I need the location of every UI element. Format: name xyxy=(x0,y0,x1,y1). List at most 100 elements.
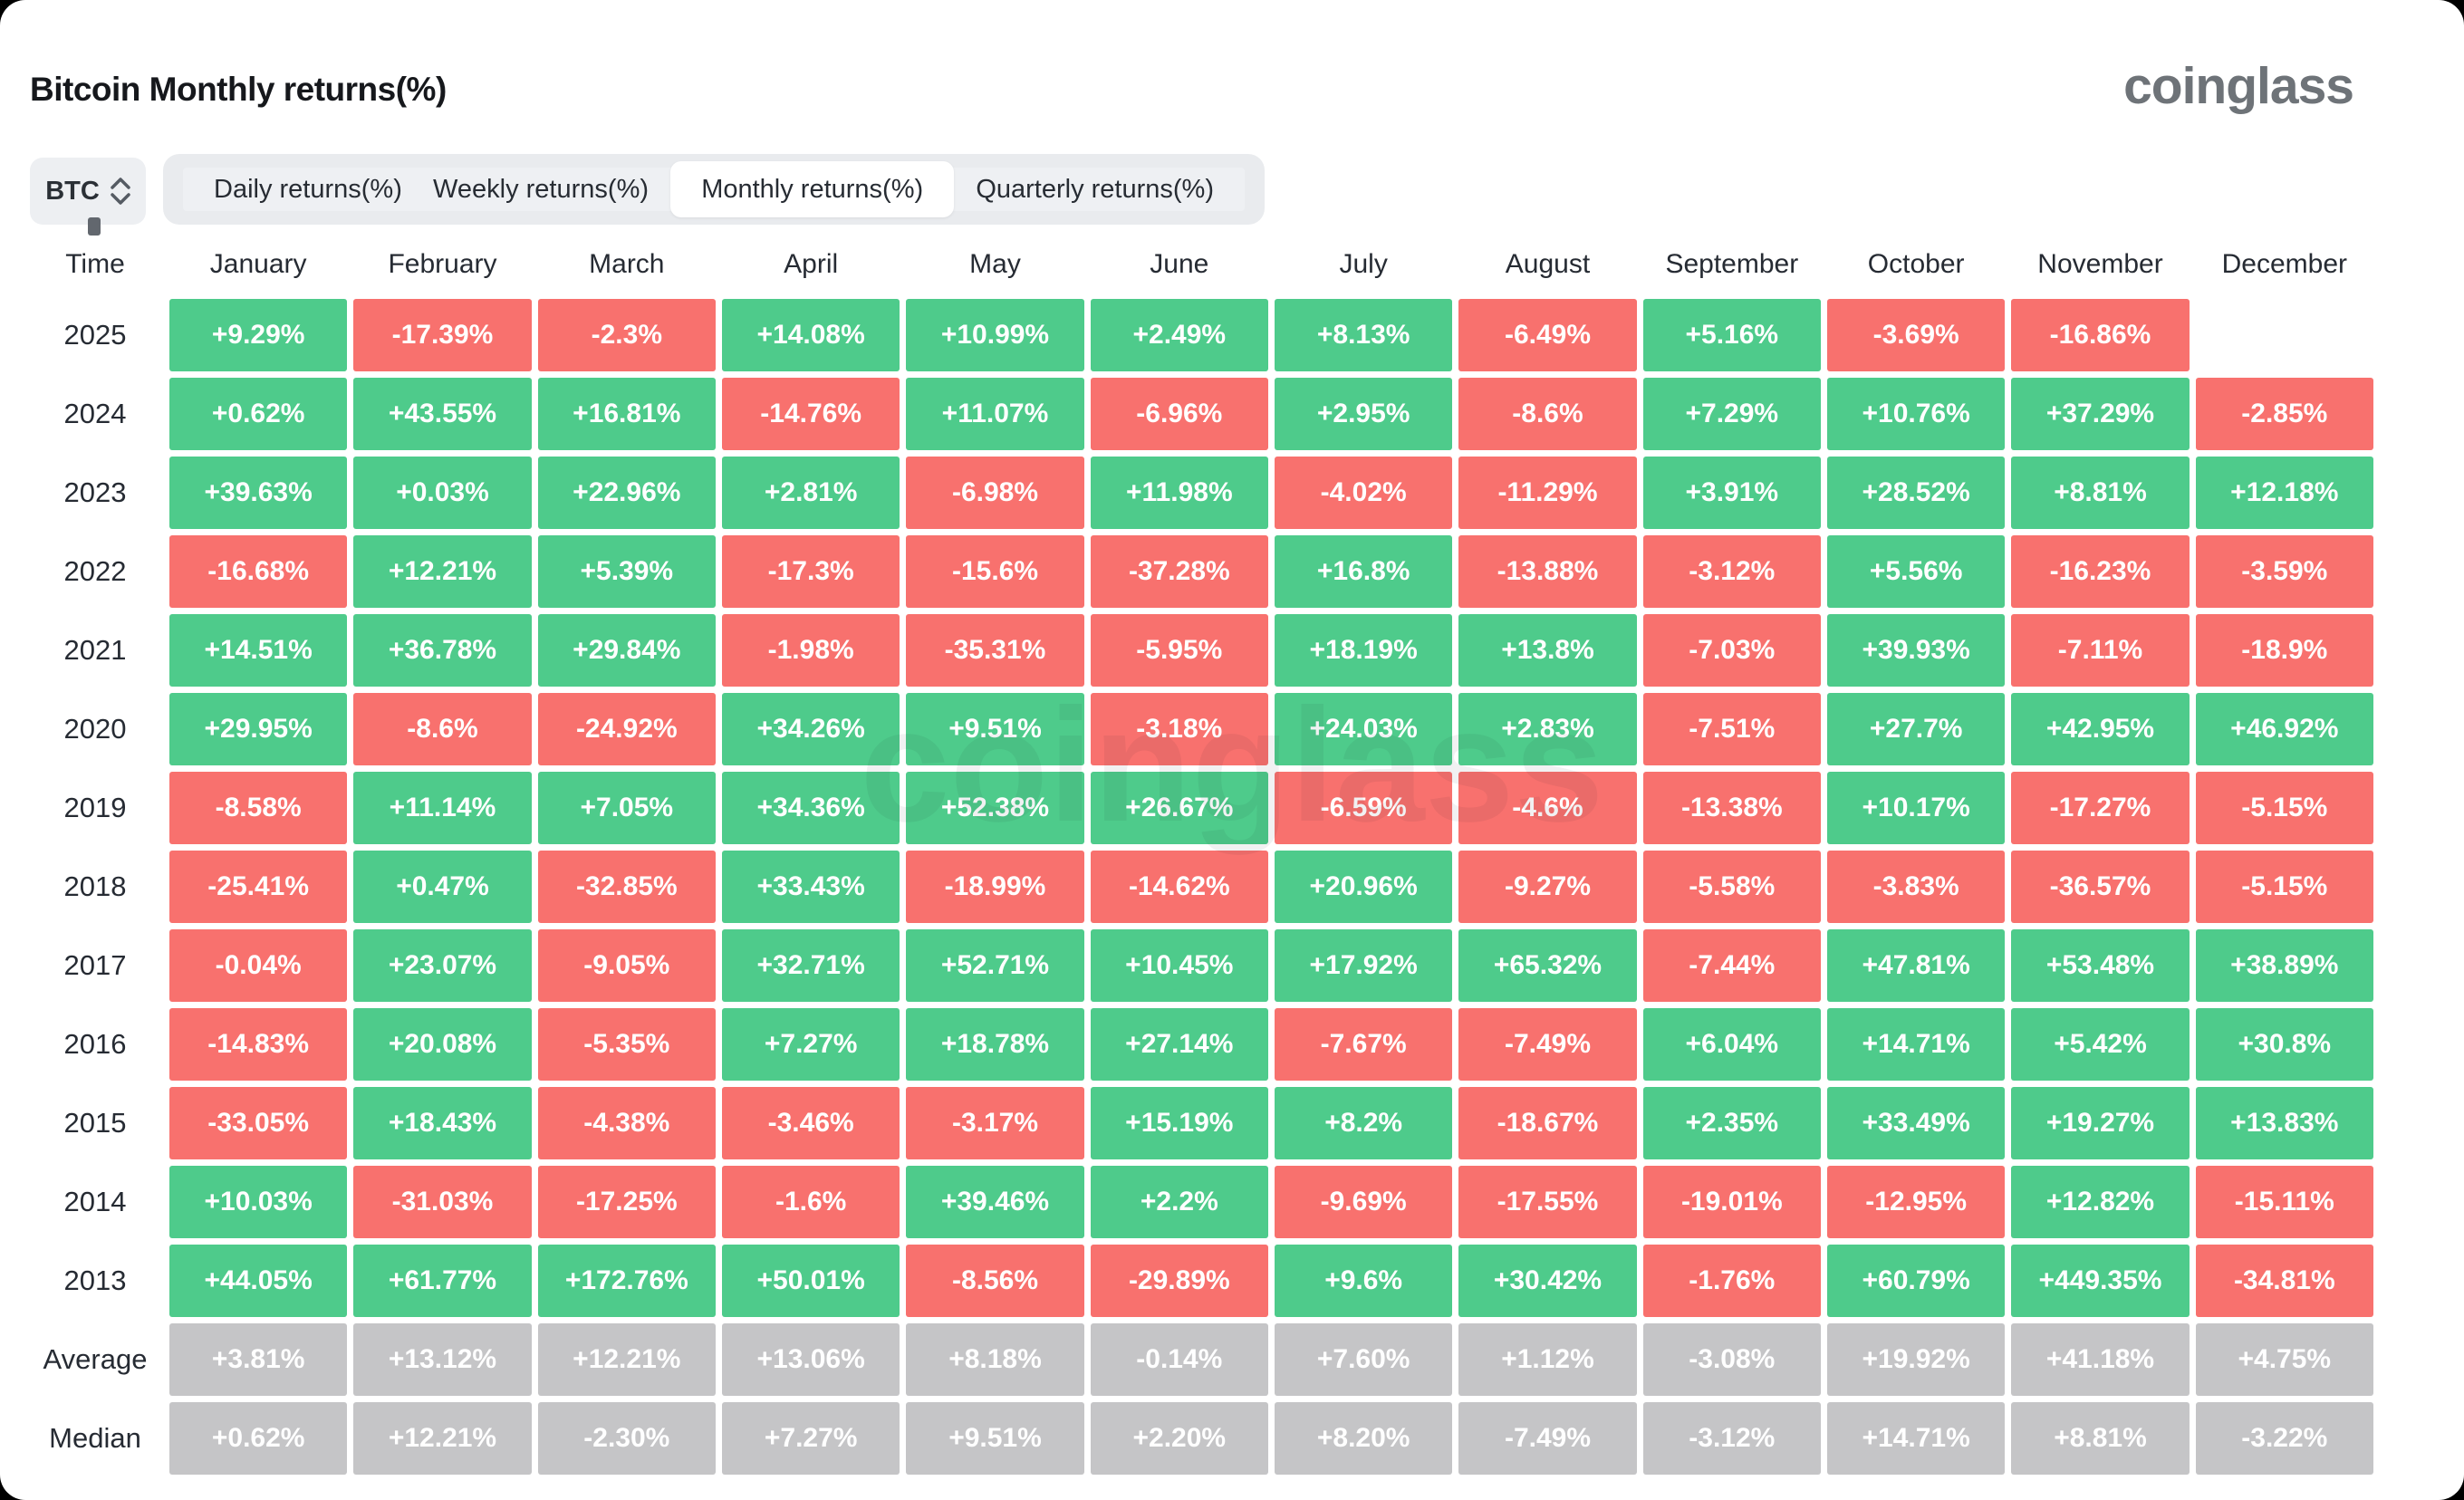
return-cell-2013-may: -8.56% xyxy=(906,1245,1084,1317)
row-label-2020: 2020 xyxy=(63,713,127,745)
return-cell-2016-march: -5.35% xyxy=(537,1008,716,1081)
return-cell-2014-september: -19.01% xyxy=(1642,1166,1821,1238)
return-cell-2015-december: +13.83% xyxy=(2195,1087,2373,1159)
return-cell-2013-december: -34.81% xyxy=(2195,1245,2373,1317)
return-cell-2013-october: +60.79% xyxy=(1826,1245,2006,1317)
return-cell-2025-july: +8.13% xyxy=(1274,299,1453,371)
return-cell-2023-november: +8.81% xyxy=(2011,457,2190,529)
month-header-february: February xyxy=(388,249,497,279)
table-header-row: Time January February March April May June July… xyxy=(27,241,2373,288)
return-cell-2018-september: -5.58% xyxy=(1642,851,1821,923)
return-cell-2014-november: +12.82% xyxy=(2011,1166,2190,1238)
return-cell-2023-october: +28.52% xyxy=(1826,457,2006,529)
return-cell-2024-january: +0.62% xyxy=(169,378,348,450)
return-cell-2019-june: +26.67% xyxy=(1090,772,1268,844)
return-cell-2023-may: -6.98% xyxy=(906,457,1084,529)
return-cell-2018-may: -18.99% xyxy=(906,851,1084,923)
return-cell-2016-september: +6.04% xyxy=(1642,1008,1821,1081)
return-cell-2025-september: +5.16% xyxy=(1642,299,1821,371)
return-cell-2020-april: +34.26% xyxy=(721,693,900,765)
return-cell-2013-february: +61.77% xyxy=(353,1245,532,1317)
return-cell-2022-october: +5.56% xyxy=(1826,535,2006,608)
row-label-2016: 2016 xyxy=(63,1028,127,1060)
return-cell-2023-march: +22.96% xyxy=(537,457,716,529)
row-label-2018: 2018 xyxy=(63,870,127,902)
return-cell-2025-january: +9.29% xyxy=(169,299,348,371)
return-cell-2021-january: +14.51% xyxy=(169,614,348,687)
row-label-average: Average xyxy=(43,1343,148,1375)
row-label-2017: 2017 xyxy=(63,949,127,981)
return-cell-2025-may: +10.99% xyxy=(906,299,1084,371)
return-cell-median-september: -3.12% xyxy=(1642,1402,1821,1475)
return-cell-2024-march: +16.81% xyxy=(537,378,716,450)
return-cell-2024-august: -8.6% xyxy=(1458,378,1637,450)
return-cell-2024-may: +11.07% xyxy=(906,378,1084,450)
month-header-october: October xyxy=(1867,249,1965,279)
return-cell-2024-december: -2.85% xyxy=(2195,378,2373,450)
tab-monthly-returns[interactable]: Monthly returns(%) xyxy=(670,161,955,217)
return-cell-median-march: -2.30% xyxy=(537,1402,716,1475)
return-cell-2022-june: -37.28% xyxy=(1090,535,1268,608)
return-cell-2024-october: +10.76% xyxy=(1826,378,2006,450)
return-cell-2023-june: +11.98% xyxy=(1090,457,1268,529)
tab-quarterly-returns[interactable]: Quarterly returns(%) xyxy=(967,161,1223,217)
coin-selector[interactable]: BTC xyxy=(30,158,146,225)
return-cell-2016-january: -14.83% xyxy=(169,1008,348,1081)
return-cell-2015-march: -4.38% xyxy=(537,1087,716,1159)
return-cell-2017-january: -0.04% xyxy=(169,929,348,1002)
row-label-2023: 2023 xyxy=(63,476,127,508)
month-header-june: June xyxy=(1150,249,1209,279)
return-cell-2015-october: +33.49% xyxy=(1826,1087,2006,1159)
return-cell-median-november: +8.81% xyxy=(2011,1402,2190,1475)
return-cell-average-april: +13.06% xyxy=(721,1323,900,1396)
return-cell-2015-april: -3.46% xyxy=(721,1087,900,1159)
return-cell-2025-march: -2.3% xyxy=(537,299,716,371)
return-cell-2022-january: -16.68% xyxy=(169,535,348,608)
return-cell-2015-january: -33.05% xyxy=(169,1087,348,1159)
return-cell-2020-november: +42.95% xyxy=(2011,693,2190,765)
return-cell-2016-october: +14.71% xyxy=(1826,1008,2006,1081)
return-cell-median-april: +7.27% xyxy=(721,1402,900,1475)
return-cell-2021-november: -7.11% xyxy=(2011,614,2190,687)
tab-daily-returns[interactable]: Daily returns(%) xyxy=(205,161,411,217)
return-cell-2019-december: -5.15% xyxy=(2195,772,2373,844)
return-cell-2022-september: -3.12% xyxy=(1642,535,1821,608)
return-cell-2022-august: -13.88% xyxy=(1458,535,1637,608)
return-cell-2015-july: +8.2% xyxy=(1274,1087,1453,1159)
return-cell-2022-december: -3.59% xyxy=(2195,535,2373,608)
return-cell-2014-june: +2.2% xyxy=(1090,1166,1268,1238)
return-cell-2020-october: +27.7% xyxy=(1826,693,2006,765)
return-cell-2018-october: -3.83% xyxy=(1826,851,2006,923)
return-cell-2017-october: +47.81% xyxy=(1826,929,2006,1002)
return-cell-2013-august: +30.42% xyxy=(1458,1245,1637,1317)
return-cell-median-august: -7.49% xyxy=(1458,1402,1637,1475)
month-header-july: July xyxy=(1339,249,1388,279)
return-cell-2014-january: +10.03% xyxy=(169,1166,348,1238)
row-label-2019: 2019 xyxy=(63,792,127,823)
return-cell-2014-march: -17.25% xyxy=(537,1166,716,1238)
returns-tab-group: Daily returns(%) Weekly returns(%) Monthly… xyxy=(163,154,1265,225)
month-header-january: January xyxy=(209,249,307,279)
return-cell-2019-july: -6.59% xyxy=(1274,772,1453,844)
return-cell-2020-july: +24.03% xyxy=(1274,693,1453,765)
return-cell-2024-june: -6.96% xyxy=(1090,378,1268,450)
return-cell-2020-september: -7.51% xyxy=(1642,693,1821,765)
return-cell-2018-july: +20.96% xyxy=(1274,851,1453,923)
return-cell-2025-april: +14.08% xyxy=(721,299,900,371)
return-cell-2019-march: +7.05% xyxy=(537,772,716,844)
return-cell-2023-july: -4.02% xyxy=(1274,457,1453,529)
return-cell-2020-march: -24.92% xyxy=(537,693,716,765)
selector-notch xyxy=(88,217,101,236)
return-cell-2021-march: +29.84% xyxy=(537,614,716,687)
return-cell-2019-february: +11.14% xyxy=(353,772,532,844)
month-header-march: March xyxy=(589,249,665,279)
row-label-2021: 2021 xyxy=(63,634,127,666)
return-cell-2014-august: -17.55% xyxy=(1458,1166,1637,1238)
row-label-2013: 2013 xyxy=(63,1264,127,1296)
return-cell-2013-june: -29.89% xyxy=(1090,1245,1268,1317)
tab-weekly-returns[interactable]: Weekly returns(%) xyxy=(424,161,658,217)
return-cell-average-august: +1.12% xyxy=(1458,1323,1637,1396)
return-cell-2025-february: -17.39% xyxy=(353,299,532,371)
return-cell-2025-december xyxy=(2196,299,2373,371)
return-cell-2021-july: +18.19% xyxy=(1274,614,1453,687)
